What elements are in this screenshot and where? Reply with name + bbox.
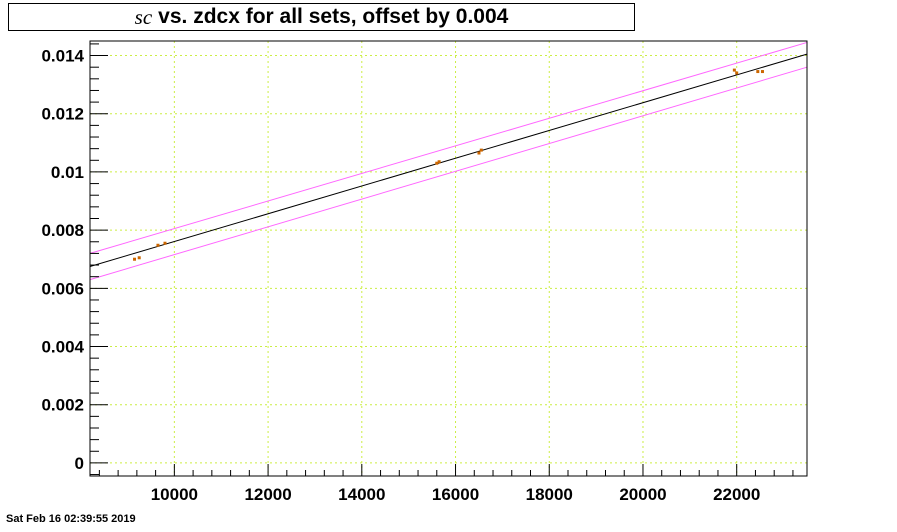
x-tick-label: 20000 — [619, 485, 666, 504]
data-point — [735, 71, 739, 75]
x-tick-label: 12000 — [244, 485, 291, 504]
data-point — [163, 241, 167, 245]
fit-line-segment — [89, 53, 808, 267]
title-text: vs. zdcx for all sets, offset by 0.004 — [158, 5, 509, 28]
y-tick-label: 0.004 — [41, 338, 84, 357]
y-tick-label: 0.006 — [41, 279, 84, 298]
error-band — [89, 41, 808, 281]
y-tick-label: 0.01 — [51, 163, 84, 182]
data-points — [133, 68, 764, 261]
x-tick-label: 10000 — [151, 485, 198, 504]
y-tick-label: 0.014 — [41, 47, 84, 66]
band-lower-line — [89, 66, 808, 281]
data-point — [732, 68, 736, 72]
data-point — [477, 151, 481, 155]
y-tick-label: 0 — [75, 454, 84, 473]
data-point — [437, 160, 441, 164]
plot-frame — [89, 40, 808, 477]
data-point — [479, 148, 483, 152]
y-axis: 0 0.002 0.004 0.006 0.008 0.01 0.012 0.014 — [41, 43, 108, 476]
data-point — [760, 70, 764, 74]
x-tick-label: 16000 — [432, 485, 479, 504]
x-tick-label: 18000 — [526, 485, 573, 504]
data-point — [156, 243, 160, 247]
title-variable: sc — [134, 4, 153, 29]
y-tick-label: 0.012 — [41, 105, 84, 124]
x-axis: 10000 12000 14000 16000 18000 20000 22000 — [98, 464, 794, 504]
data-point — [756, 70, 760, 74]
data-point — [435, 161, 439, 165]
x-tick-label: 14000 — [338, 485, 385, 504]
x-tick-label: 22000 — [713, 485, 760, 504]
y-tick-label: 0.008 — [41, 221, 84, 240]
fit-line — [89, 53, 808, 267]
data-point — [133, 257, 137, 261]
data-point — [137, 256, 141, 260]
timestamp-label: Sat Feb 16 02:39:55 2019 — [6, 513, 136, 525]
y-tick-label: 0.002 — [41, 396, 84, 415]
chart-title: sc vs. zdcx for all sets, offset by 0.00… — [8, 3, 635, 31]
grid — [90, 41, 807, 476]
band-upper-line — [89, 41, 808, 254]
